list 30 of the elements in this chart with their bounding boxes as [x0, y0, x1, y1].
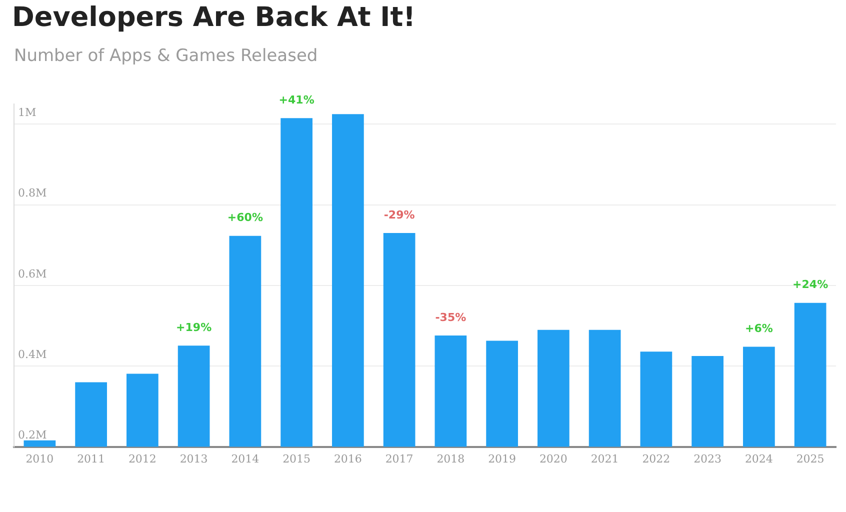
y-tick-label: 0.8M: [18, 186, 47, 200]
x-tick-label: 2012: [128, 452, 156, 466]
x-tick-label: 2018: [436, 452, 465, 466]
y-tick-label: 1M: [18, 106, 36, 120]
x-tick-label: 2017: [385, 452, 414, 466]
x-tick-label: 2013: [180, 452, 208, 466]
annotation: +60%: [227, 211, 263, 224]
x-tick-label: 2016: [334, 452, 362, 466]
x-tick-label: 2020: [539, 452, 568, 466]
annotation: -35%: [435, 310, 466, 324]
x-tick-label: 2019: [488, 452, 516, 466]
annotation: +19%: [176, 320, 212, 334]
annotation: +24%: [792, 278, 828, 292]
annotation: -29%: [384, 208, 415, 222]
y-tick-label: 0.2M: [18, 428, 47, 442]
chart-subtitle: Number of Apps & Games Released: [14, 46, 318, 66]
x-tick-label: 2010: [26, 452, 54, 466]
annotation: +6%: [744, 322, 773, 336]
x-tick-label: 2015: [282, 452, 311, 466]
x-tick-label: 2025: [796, 452, 824, 466]
x-tick-label: 2021: [590, 452, 619, 466]
chart-title: Developers Are Back At It!: [12, 2, 416, 33]
x-tick-label: 2023: [694, 452, 722, 466]
x-tick-label: 2022: [642, 452, 670, 466]
x-tick-label: 2014: [231, 452, 260, 466]
x-tick-label: 2024: [744, 452, 773, 466]
y-tick-label: 0.4M: [18, 348, 47, 361]
x-tick-label: 2011: [77, 452, 106, 466]
y-tick-label: 0.6M: [18, 267, 47, 280]
annotation: +41%: [278, 93, 314, 106]
